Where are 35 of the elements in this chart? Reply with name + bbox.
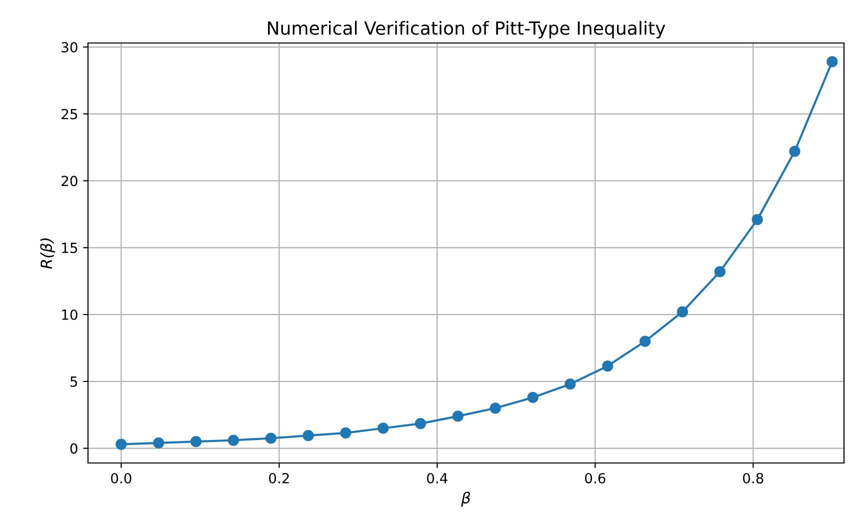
y-tick-label: 15 [62, 242, 78, 254]
point [190, 436, 202, 448]
x-tick-label: 0.4 [427, 472, 448, 484]
x-tick-label: 0.2 [269, 472, 289, 484]
y-axis-title: R(β) [40, 238, 56, 269]
point [153, 437, 164, 448]
y-tick-label: 5 [70, 376, 78, 387]
point [564, 378, 576, 390]
x-axis-title: β [461, 492, 470, 507]
point [752, 214, 763, 226]
y-tick-label: 25 [62, 108, 78, 120]
y-tick-label: 30 [62, 42, 78, 52]
y-tick-label: 20 [62, 176, 78, 186]
point [340, 427, 352, 438]
point [789, 146, 800, 157]
chart-title: Numerical Verification of Pitt-Type Inequality [268, 20, 666, 38]
point [116, 438, 127, 450]
point [640, 336, 651, 347]
y-tick-label: 10 [62, 309, 78, 320]
point [378, 422, 389, 434]
point [302, 430, 314, 442]
x-tick-label: 0.0 [111, 472, 132, 484]
point [602, 360, 614, 372]
y-tick-label: 0 [70, 443, 78, 454]
point [452, 410, 464, 422]
point [490, 402, 501, 414]
point [826, 56, 838, 68]
point [676, 306, 688, 318]
point [414, 418, 426, 430]
x-tick-label: 0.6 [585, 472, 606, 484]
x-tick-label: 0.8 [743, 472, 764, 484]
point [714, 266, 726, 278]
point [527, 392, 538, 404]
point [265, 432, 276, 444]
point [228, 434, 239, 446]
